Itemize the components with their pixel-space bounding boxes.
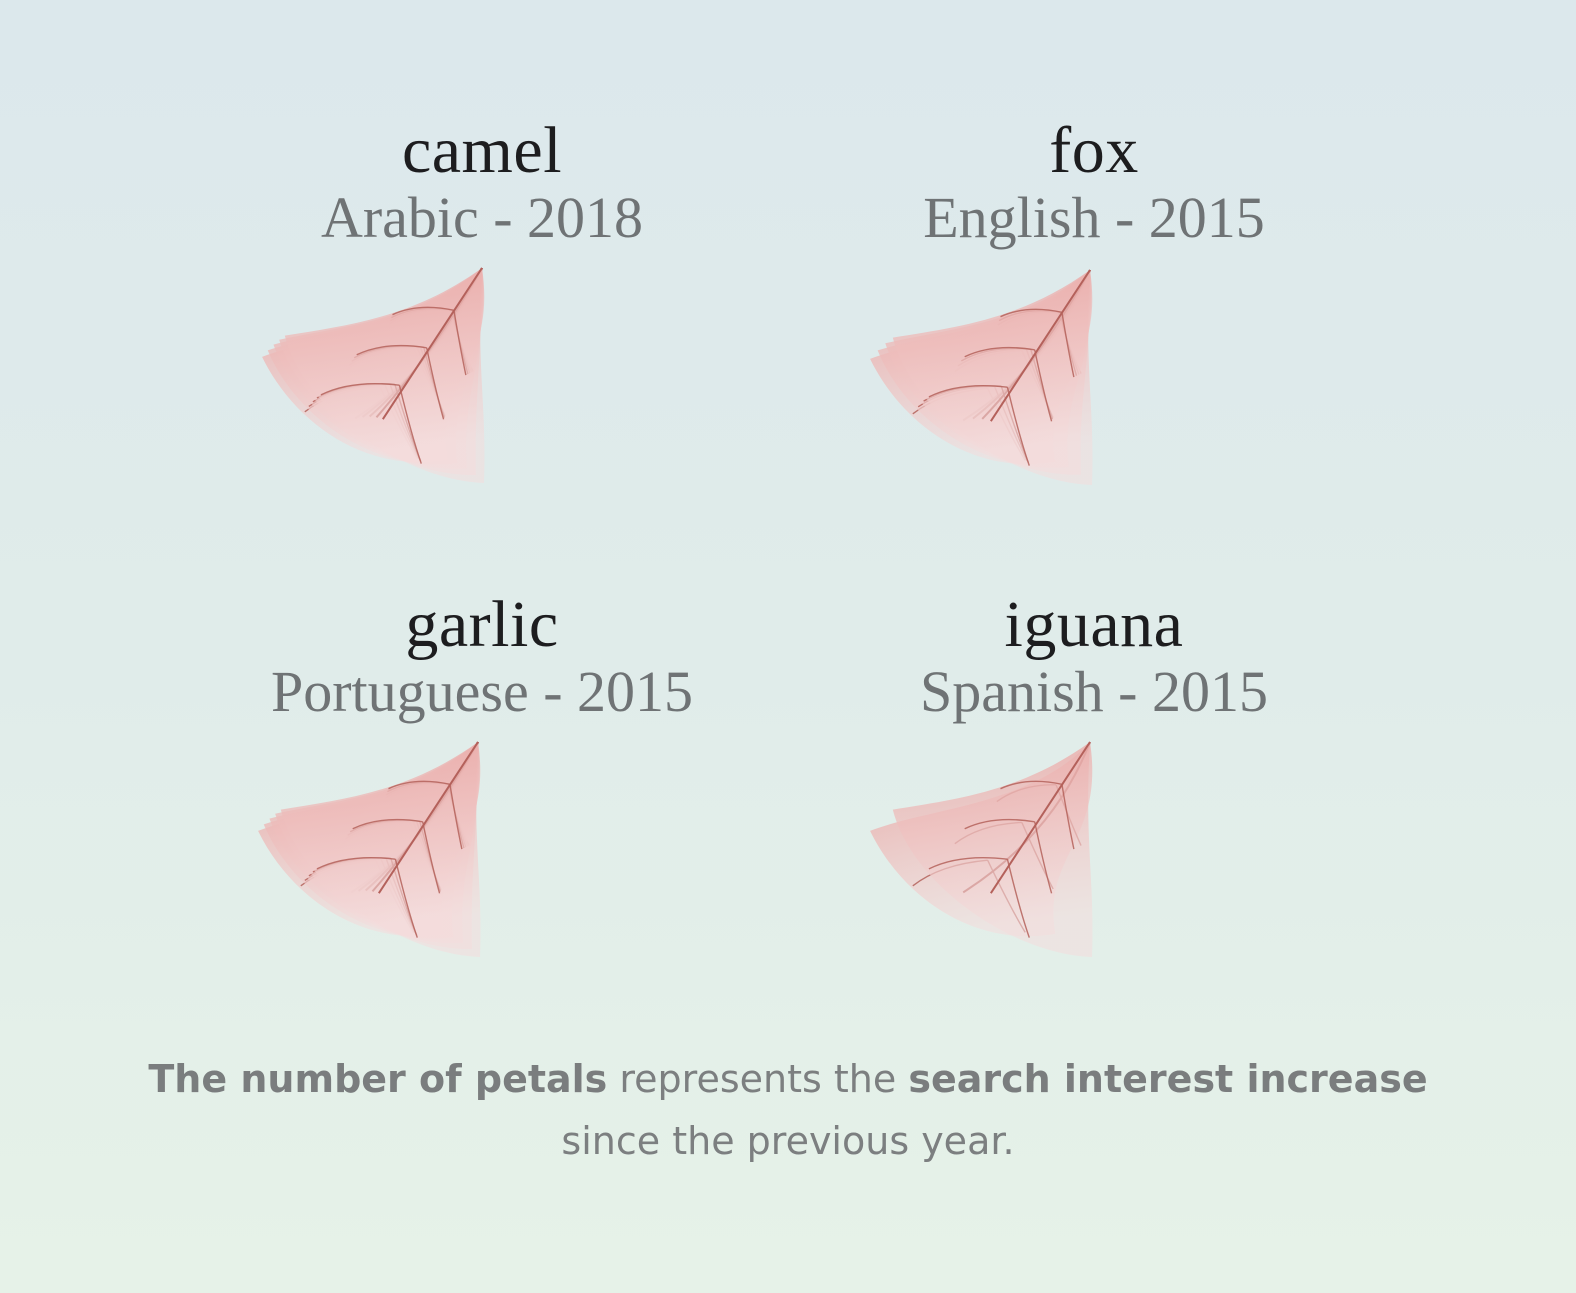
card-camel: camel Arabic - 2018	[182, 118, 782, 248]
flower-camel	[262, 267, 485, 484]
petal	[892, 269, 1093, 486]
card-garlic: garlic Portuguese - 2015	[182, 592, 782, 722]
language-year: Spanish - 2015	[920, 659, 1268, 724]
legend-bold-petals: The number of petals	[148, 1057, 608, 1101]
flower-iguana	[870, 741, 1093, 958]
legend-caption: The number of petals represents the sear…	[88, 1048, 1488, 1172]
legend-text-represents: represents the	[607, 1057, 909, 1101]
legend-line-1: The number of petals represents the sear…	[88, 1048, 1488, 1110]
legend-bold-search: search interest increase	[908, 1057, 1428, 1101]
petal	[892, 741, 1093, 958]
language-year: English - 2015	[923, 185, 1265, 250]
language-year: Arabic - 2018	[320, 185, 644, 250]
card-fox: fox English - 2015	[794, 118, 1394, 248]
legend-line-2: since the previous year.	[561, 1119, 1015, 1163]
language-year: Portuguese - 2015	[270, 659, 694, 724]
flower-fox	[870, 269, 1093, 486]
flower-garlic	[258, 741, 481, 958]
petal	[284, 267, 485, 484]
petal	[280, 741, 481, 958]
word-title: garlic	[405, 588, 559, 661]
word-title: iguana	[1004, 588, 1184, 661]
card-iguana: iguana Spanish - 2015	[794, 592, 1394, 722]
word-title: camel	[401, 114, 563, 187]
word-title: fox	[1049, 114, 1139, 187]
